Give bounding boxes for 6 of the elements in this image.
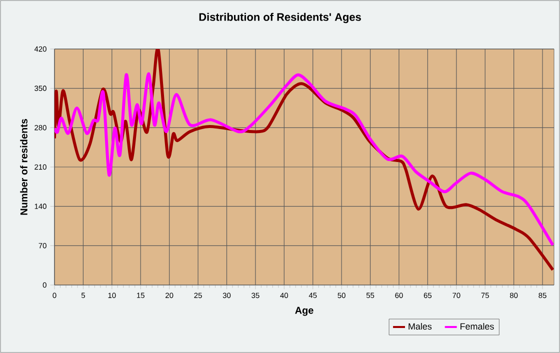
line-series xyxy=(54,72,554,247)
y-axis-title: Number of residents xyxy=(20,118,28,215)
legend-label: Females xyxy=(460,323,494,330)
legend-label: Males xyxy=(408,323,432,330)
x-axis-title: Age xyxy=(295,306,314,316)
chart-title: Distribution of Residents' Ages xyxy=(199,12,361,24)
